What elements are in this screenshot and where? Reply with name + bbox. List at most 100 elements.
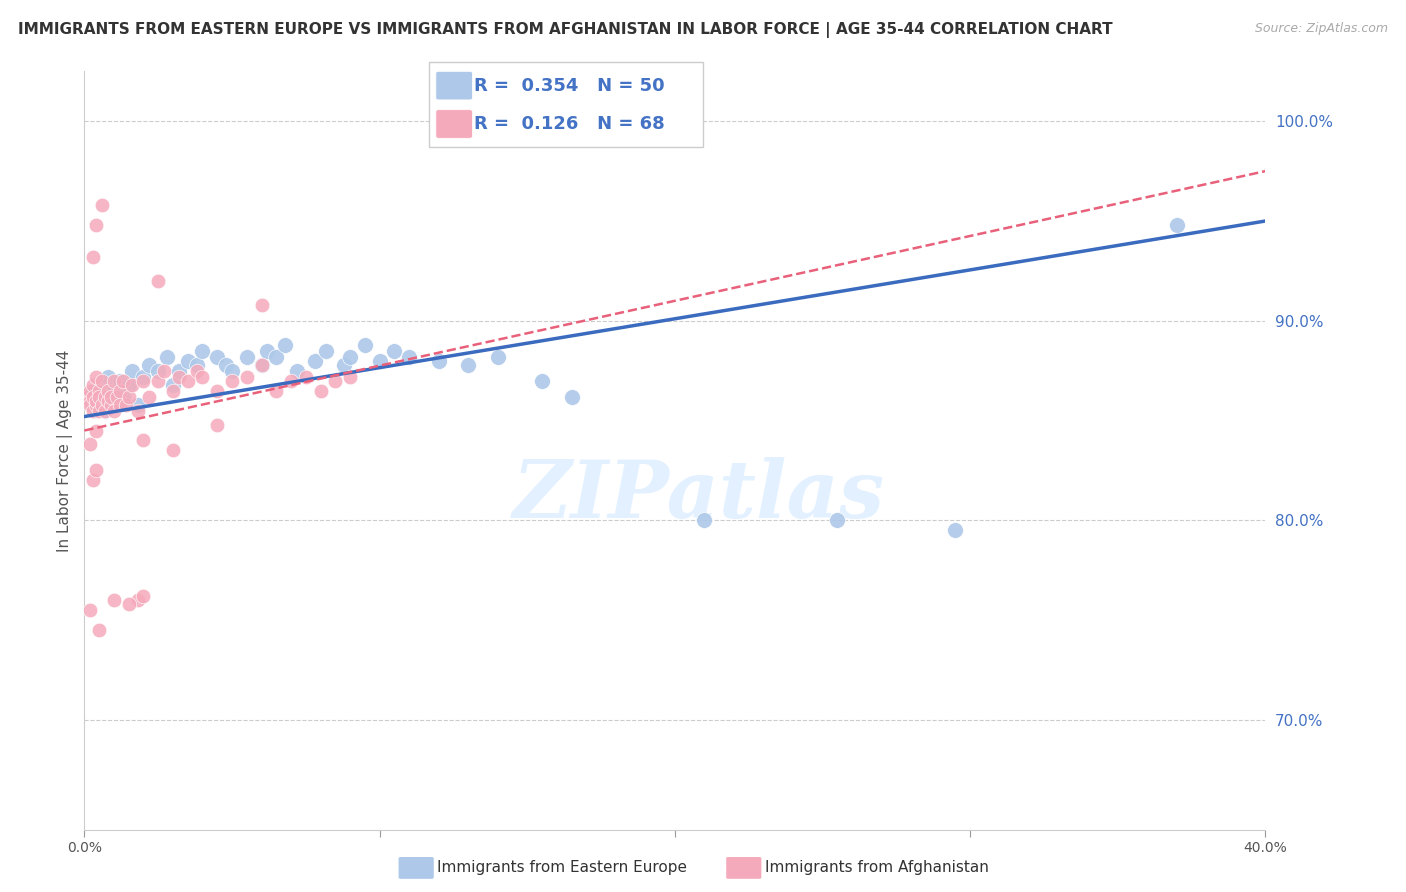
Point <box>138 390 160 404</box>
Point <box>531 374 554 388</box>
Point <box>82 474 104 488</box>
Point <box>148 374 170 388</box>
Point <box>118 597 141 611</box>
Point <box>945 523 967 537</box>
Point <box>111 390 134 404</box>
Point <box>84 393 107 408</box>
Point <box>94 390 117 404</box>
Point <box>486 350 509 364</box>
Point <box>84 463 107 477</box>
Point <box>236 369 259 384</box>
Point <box>79 393 101 408</box>
Point <box>186 358 208 372</box>
Point <box>827 513 849 527</box>
Point <box>127 593 149 607</box>
Point <box>132 369 155 384</box>
Point <box>82 250 104 264</box>
Point <box>118 377 141 392</box>
Point <box>84 369 107 384</box>
Point <box>127 398 149 412</box>
Point <box>354 337 377 351</box>
Text: Immigrants from Afghanistan: Immigrants from Afghanistan <box>765 861 988 875</box>
Point <box>118 390 141 404</box>
Point <box>82 390 104 404</box>
Point <box>103 374 125 388</box>
Point <box>87 403 111 417</box>
Point <box>457 358 479 372</box>
Point <box>280 374 302 388</box>
Point <box>339 369 361 384</box>
Point <box>167 369 190 384</box>
Point <box>285 364 308 378</box>
Text: R =  0.126   N = 68: R = 0.126 N = 68 <box>474 115 665 133</box>
Point <box>94 403 117 417</box>
Point <box>97 393 120 408</box>
Point <box>132 434 155 448</box>
Point <box>153 364 176 378</box>
Point <box>693 513 716 527</box>
Point <box>333 358 356 372</box>
Point <box>103 403 125 417</box>
Point <box>76 390 98 404</box>
Point <box>87 390 111 404</box>
Text: IMMIGRANTS FROM EASTERN EUROPE VS IMMIGRANTS FROM AFGHANISTAN IN LABOR FORCE | A: IMMIGRANTS FROM EASTERN EUROPE VS IMMIGR… <box>18 22 1114 38</box>
Point <box>191 369 214 384</box>
Point <box>91 398 114 412</box>
Point <box>207 350 229 364</box>
Point <box>295 369 318 384</box>
Point <box>186 364 208 378</box>
Point <box>250 298 273 312</box>
Point <box>87 390 111 404</box>
Point <box>162 443 184 458</box>
Point <box>100 398 122 412</box>
Point <box>127 403 149 417</box>
Point <box>103 593 125 607</box>
Point <box>250 358 273 372</box>
Point <box>84 398 107 412</box>
Point <box>398 350 420 364</box>
Point <box>114 398 136 412</box>
Point <box>87 384 111 398</box>
Point <box>148 364 170 378</box>
Point <box>108 384 131 398</box>
Point <box>325 374 347 388</box>
Point <box>382 343 406 358</box>
Point <box>207 384 229 398</box>
Point <box>87 623 111 637</box>
Point <box>315 343 337 358</box>
Point <box>108 374 131 388</box>
Point <box>79 603 101 617</box>
Point <box>177 374 200 388</box>
Point <box>94 403 117 417</box>
Point <box>148 274 170 288</box>
Point <box>100 393 122 408</box>
Point <box>132 374 155 388</box>
Point <box>105 390 128 404</box>
Point <box>111 374 134 388</box>
Point <box>339 350 361 364</box>
Point <box>1166 218 1188 232</box>
Point <box>177 353 200 368</box>
Point <box>97 384 120 398</box>
Point <box>108 398 131 412</box>
Point <box>84 218 107 232</box>
Point <box>121 364 143 378</box>
Point <box>368 353 391 368</box>
Point <box>274 337 297 351</box>
Point <box>84 398 107 412</box>
Point <box>162 384 184 398</box>
Y-axis label: In Labor Force | Age 35-44: In Labor Force | Age 35-44 <box>58 350 73 551</box>
Point <box>91 377 114 392</box>
Point <box>427 353 450 368</box>
Point <box>79 384 101 398</box>
Text: Source: ZipAtlas.com: Source: ZipAtlas.com <box>1254 22 1388 36</box>
Point <box>167 364 190 378</box>
Point <box>221 364 243 378</box>
Point <box>250 358 273 372</box>
Point <box>91 198 114 212</box>
Point <box>138 358 160 372</box>
Text: Immigrants from Eastern Europe: Immigrants from Eastern Europe <box>437 861 688 875</box>
Point <box>309 384 332 398</box>
Point <box>82 377 104 392</box>
Point <box>79 393 101 408</box>
